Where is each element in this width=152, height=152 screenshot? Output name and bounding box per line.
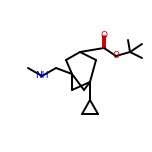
Text: O: O: [100, 31, 107, 40]
Text: NH: NH: [35, 71, 49, 81]
Text: O: O: [112, 52, 119, 60]
